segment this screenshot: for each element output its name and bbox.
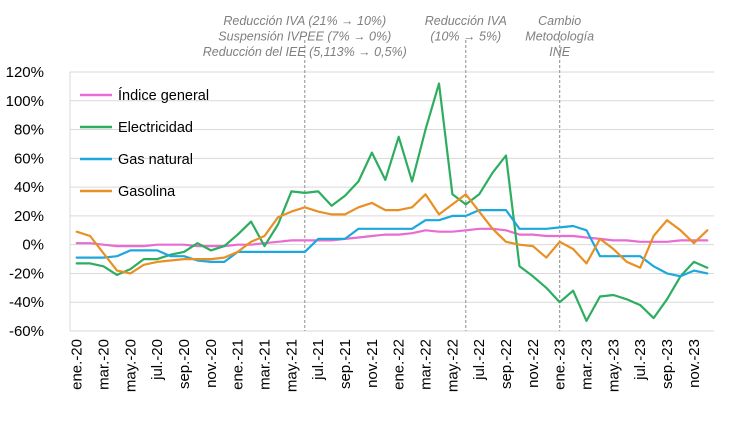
x-tick-label: nov.-23 (686, 339, 703, 388)
x-tick-label: ene.-20 (69, 339, 86, 390)
x-tick-label: may.-23 (605, 339, 622, 392)
y-tick-label: 0% (22, 237, 44, 254)
series-line--ndice-general (75, 227, 709, 248)
annotation-text: Metodología (525, 30, 594, 44)
x-tick-label: nov.-21 (364, 339, 381, 388)
legend-label: Gas natural (118, 152, 193, 168)
x-tick-label: nov.-20 (203, 339, 220, 388)
annotation-text: Reducción IVA (21% → 10%) (223, 14, 386, 28)
x-tick-label: mar.-22 (418, 339, 435, 390)
annotation-text: Suspensión IVPEE (7% → 0%) (218, 30, 391, 44)
x-tick-label: may.-20 (122, 339, 139, 392)
series-line-gas-natural (75, 209, 709, 278)
x-tick-label: mar.-21 (257, 339, 274, 390)
reference-lines (304, 40, 561, 331)
x-tick-label: ene.-22 (391, 339, 408, 390)
y-tick-label: -60% (9, 323, 44, 340)
series-line-electricidad (75, 82, 709, 322)
legend: Índice general Electricidad Gas natural Gas… (80, 87, 209, 200)
legend-label: Gasolina (118, 184, 176, 200)
y-tick-label: 80% (14, 122, 44, 139)
y-tick-label: -20% (9, 265, 44, 282)
annotations: Reducción IVA (21% → 10%) Suspensión IVPE… (203, 14, 594, 59)
annotation-text: Reducción del IEE (5,113% → 0,5%) (203, 45, 407, 59)
legend-label: Índice general (118, 87, 209, 104)
x-tick-label: ene.-23 (552, 339, 569, 390)
y-tick-label: 40% (14, 179, 44, 196)
gridlines (69, 71, 714, 332)
annotation-text: Reducción IVA (425, 14, 507, 28)
annotation-text: (10% → 5%) (430, 30, 501, 44)
x-tick-label: jul.-20 (149, 339, 166, 381)
y-tick-label: 100% (6, 93, 44, 110)
y-axis-ticks: -60% -40% -20% 0% 20% 40% 60% 80% 100% 120% (6, 64, 44, 340)
x-tick-label: sep.-23 (659, 339, 676, 389)
x-tick-label: mar.-23 (579, 339, 596, 390)
x-tick-label: jul.-22 (471, 339, 488, 381)
series-lines (75, 82, 709, 322)
x-tick-label: mar.-20 (96, 339, 113, 390)
x-tick-label: jul.-23 (632, 339, 649, 381)
x-tick-label: sep.-21 (337, 339, 354, 389)
x-tick-label: jul.-21 (310, 339, 327, 381)
x-tick-label: sep.-22 (498, 339, 515, 389)
legend-label: Electricidad (118, 120, 193, 136)
x-tick-label: may.-22 (444, 339, 461, 392)
x-axis-ticks: ene.-20 mar.-20 may.-20 jul.-20 sep.-20 nov.-… (69, 339, 703, 392)
x-tick-label: may.-21 (283, 339, 300, 392)
x-tick-label: sep.-20 (176, 339, 193, 389)
x-tick-label: ene.-21 (230, 339, 247, 390)
series-line-gasolina (75, 193, 709, 275)
y-tick-label: 60% (14, 150, 44, 167)
y-tick-label: -40% (9, 294, 44, 311)
x-tick-label: nov.-22 (525, 339, 542, 388)
y-tick-label: 20% (14, 208, 44, 225)
annotation-text: Cambio (538, 14, 581, 28)
y-tick-label: 120% (6, 64, 44, 81)
annotation-text: INE (549, 45, 571, 59)
